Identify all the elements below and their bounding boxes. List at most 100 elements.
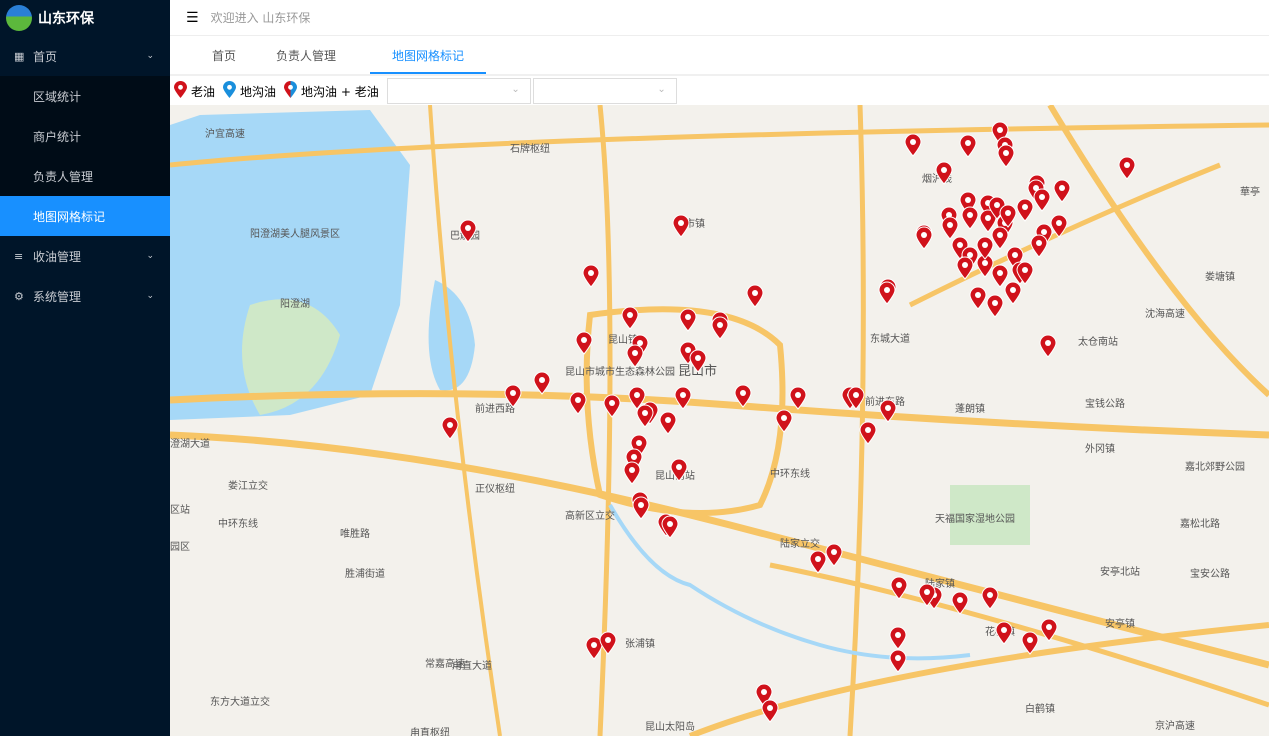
map-marker[interactable]: [734, 384, 752, 408]
map-label: 蓬朗镇: [955, 402, 985, 415]
sidebar-item-label: 首页: [33, 49, 58, 64]
map-marker[interactable]: [1021, 631, 1039, 655]
map-marker[interactable]: [986, 294, 1004, 318]
logo-icon: [6, 5, 32, 31]
map-marker[interactable]: [670, 458, 688, 482]
map-marker[interactable]: [1016, 198, 1034, 222]
map-marker[interactable]: [1053, 179, 1071, 203]
map-marker[interactable]: [569, 391, 587, 415]
map-marker[interactable]: [746, 284, 764, 308]
gear-icon: ⚙: [14, 289, 24, 303]
map[interactable]: 沪宜高速石牌枢纽阳澄湖美人腿风景区巴解园阳澄湖周市镇昆山镇昆山市城市生态森林公园…: [170, 105, 1269, 736]
map-marker[interactable]: [997, 144, 1015, 168]
map-marker[interactable]: [956, 256, 974, 280]
map-marker[interactable]: [941, 216, 959, 240]
map-marker[interactable]: [632, 496, 650, 520]
park: [242, 299, 340, 415]
map-marker[interactable]: [679, 308, 697, 332]
map-marker[interactable]: [889, 649, 907, 673]
map-marker[interactable]: [969, 286, 987, 310]
park: [950, 485, 1030, 545]
map-marker[interactable]: [441, 416, 459, 440]
map-label: 阳澄湖美人腿风景区: [250, 227, 340, 240]
map-marker[interactable]: [661, 515, 679, 539]
sidebar-item-1[interactable]: 区域统计: [0, 76, 170, 116]
map-marker[interactable]: [623, 461, 641, 485]
map-label: 东方大道立交: [210, 695, 270, 708]
map-marker[interactable]: [915, 226, 933, 250]
map-marker[interactable]: [889, 626, 907, 650]
map-marker[interactable]: [890, 576, 908, 600]
sidebar-item-3[interactable]: 负责人管理: [0, 156, 170, 196]
map-marker[interactable]: [1016, 261, 1034, 285]
map-canvas[interactable]: 沪宜高速石牌枢纽阳澄湖美人腿风景区巴解园阳澄湖周市镇昆山镇昆山市城市生态森林公园…: [170, 105, 1269, 736]
map-label: 东城大道: [870, 332, 910, 345]
map-marker[interactable]: [603, 394, 621, 418]
legend-item: 老油: [174, 81, 215, 101]
map-marker[interactable]: [859, 421, 877, 445]
map-marker[interactable]: [674, 386, 692, 410]
map-marker[interactable]: [1050, 214, 1068, 238]
menu-fold-icon[interactable]: ☰: [186, 9, 199, 26]
tab-0[interactable]: 首页: [212, 49, 237, 63]
map-marker[interactable]: [1030, 234, 1048, 258]
map-marker[interactable]: [995, 621, 1013, 645]
map-marker[interactable]: [628, 386, 646, 410]
map-marker[interactable]: [951, 591, 969, 615]
map-marker[interactable]: [918, 583, 936, 607]
map-marker[interactable]: [1033, 188, 1051, 212]
map-marker[interactable]: [659, 411, 677, 435]
map-label: 太仓南站: [1078, 335, 1118, 348]
map-marker[interactable]: [991, 264, 1009, 288]
map-marker[interactable]: [459, 219, 477, 243]
map-marker[interactable]: [533, 371, 551, 395]
map-label: 胜浦街道: [345, 567, 385, 580]
map-marker[interactable]: [1004, 281, 1022, 305]
map-toolbar: 老油 地沟油 地沟油 + 老油 ⌄ ⌄: [170, 78, 1269, 104]
map-marker[interactable]: [904, 133, 922, 157]
map-marker[interactable]: [585, 636, 603, 660]
map-marker[interactable]: [979, 209, 997, 233]
map-marker[interactable]: [504, 384, 522, 408]
map-marker[interactable]: [935, 161, 953, 185]
map-marker[interactable]: [672, 214, 690, 238]
map-marker[interactable]: [991, 226, 1009, 250]
map-marker[interactable]: [959, 134, 977, 158]
map-pin-icon: [223, 81, 240, 101]
map-marker[interactable]: [636, 404, 654, 428]
map-marker[interactable]: [575, 331, 593, 355]
map-marker[interactable]: [879, 399, 897, 423]
tab-2[interactable]: 地图网格标记: [370, 36, 487, 74]
map-marker[interactable]: [809, 550, 827, 574]
map-marker[interactable]: [789, 386, 807, 410]
map-label: 京沪高速: [1155, 719, 1195, 732]
map-marker[interactable]: [1118, 156, 1136, 180]
sidebar-item-4[interactable]: 地图网格标记: [0, 196, 170, 236]
map-marker[interactable]: [711, 316, 729, 340]
tab-1[interactable]: 负责人管理: [276, 49, 337, 63]
map-marker[interactable]: [1039, 334, 1057, 358]
sidebar-item-0[interactable]: ▦ 首页 ⌄: [0, 36, 170, 76]
sidebar-item-2[interactable]: 商户统计: [0, 116, 170, 156]
map-marker[interactable]: [847, 386, 865, 410]
map-marker[interactable]: [599, 631, 617, 655]
logo: 山东环保: [0, 0, 170, 36]
map-label: 石牌枢纽: [510, 142, 550, 155]
map-marker[interactable]: [775, 409, 793, 433]
map-marker[interactable]: [981, 586, 999, 610]
map-marker[interactable]: [976, 236, 994, 260]
sidebar-item-6[interactable]: ⚙ 系统管理 ⌄: [0, 276, 170, 316]
filter-select-1[interactable]: ⌄: [532, 78, 677, 104]
map-marker[interactable]: [621, 306, 639, 330]
map-marker[interactable]: [582, 264, 600, 288]
sidebar-item-5[interactable]: ≡ 收油管理 ⌄: [0, 236, 170, 276]
map-marker[interactable]: [761, 699, 779, 723]
map-marker[interactable]: [999, 204, 1017, 228]
map-marker[interactable]: [825, 543, 843, 567]
filter-select-0[interactable]: ⌄: [386, 78, 531, 104]
map-marker[interactable]: [961, 206, 979, 230]
map-marker[interactable]: [1040, 618, 1058, 642]
map-marker[interactable]: [626, 344, 644, 368]
map-marker[interactable]: [689, 349, 707, 373]
map-marker[interactable]: [878, 281, 896, 305]
